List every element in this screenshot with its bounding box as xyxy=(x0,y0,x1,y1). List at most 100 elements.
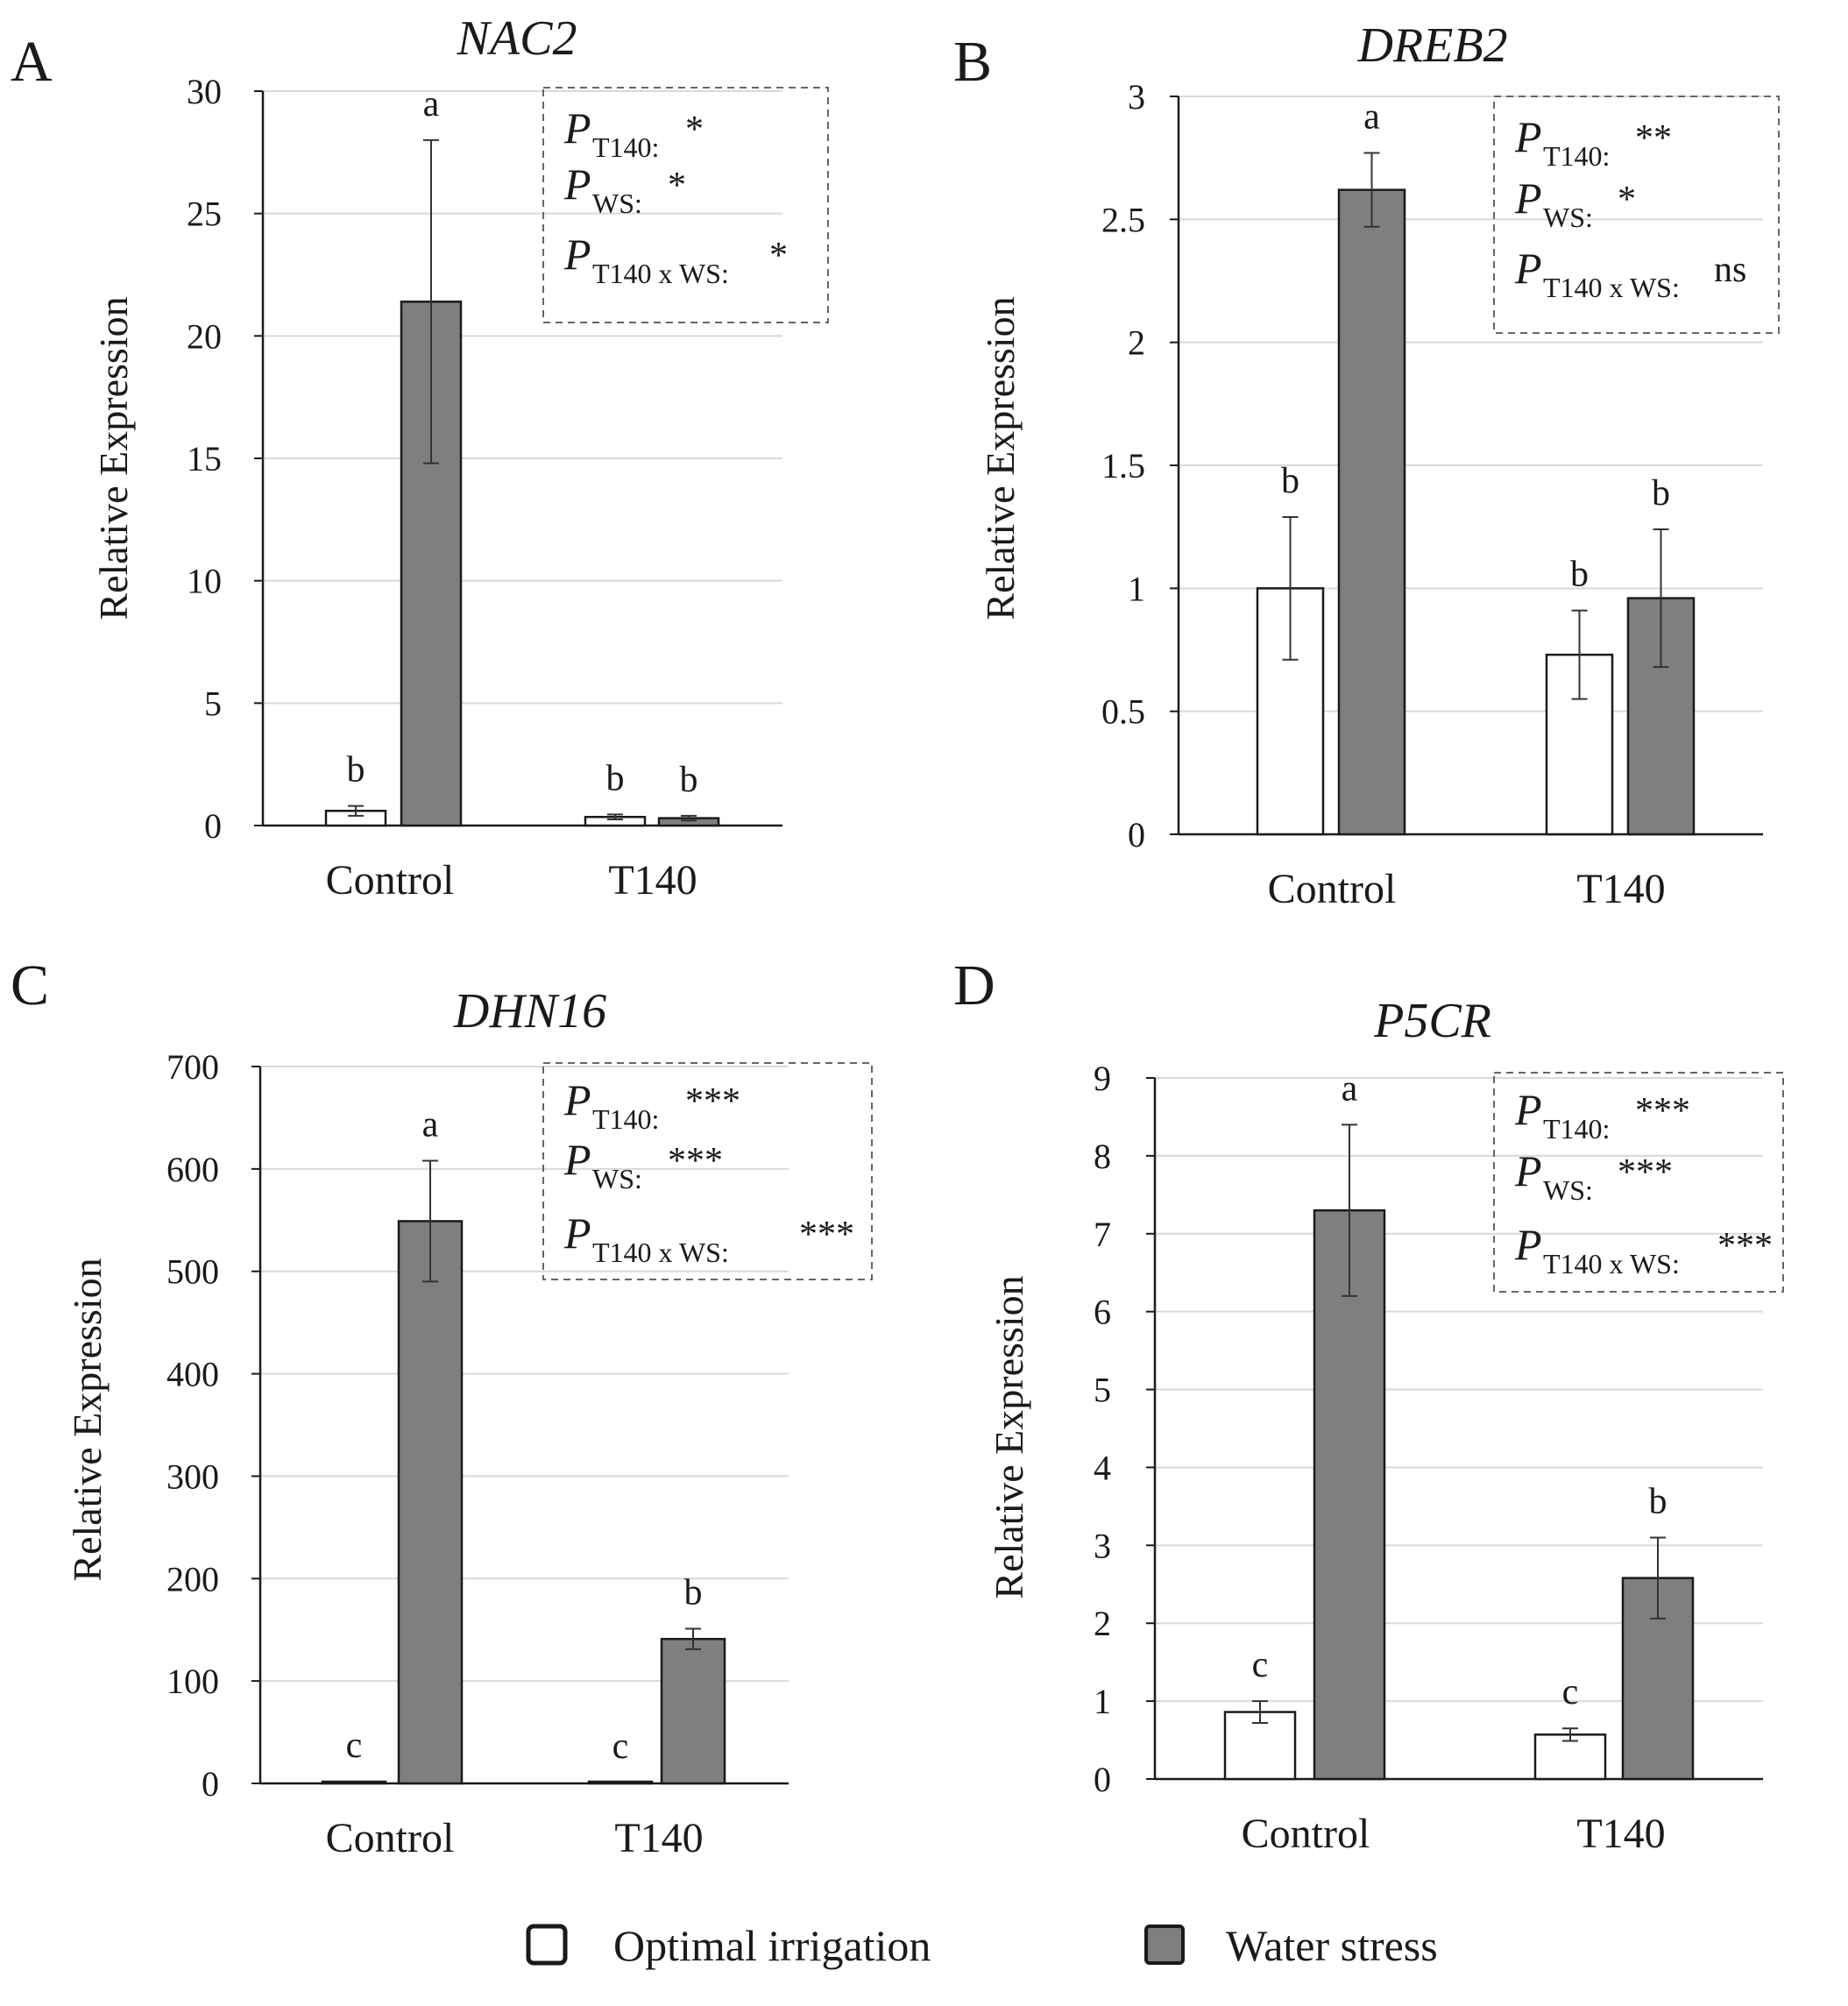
bar xyxy=(1621,1577,1695,1781)
y-axis-label: Relative Expression xyxy=(978,296,1023,620)
panel-d: D P5CR 0 1 2 3 4 5 6 7 8 9 Relative Expression Contro… xyxy=(953,953,1784,1857)
stats-significance: *** xyxy=(1635,1091,1690,1131)
stats-significance: * xyxy=(685,110,704,150)
bar xyxy=(321,1780,387,1785)
legend-swatch-water-stress xyxy=(1144,1924,1185,1965)
stats-p-symbol: P xyxy=(1514,174,1542,223)
stats-significance: ns xyxy=(1714,250,1746,290)
stats-p-symbol: P xyxy=(1514,1146,1542,1195)
panel-a: A NAC2 0 5 10 15 20 25 30 Relative Expression Cont… xyxy=(11,11,829,904)
bar xyxy=(587,1780,654,1785)
stats-box: P T140: **P WS: *P T140 x WS: ns xyxy=(1493,96,1780,334)
panel-letter: D xyxy=(953,953,995,1017)
bar xyxy=(397,1220,464,1785)
panel-letter: B xyxy=(953,30,992,94)
x-category-label: Control xyxy=(326,857,455,904)
stats-subscript: T140: xyxy=(1543,140,1610,172)
y-tick-label: 4 xyxy=(1094,1448,1111,1487)
panel-c: C DHN16 0 100 200 300 400 500 600 700 Relative Exp… xyxy=(11,953,873,1861)
stats-significance: ** xyxy=(1635,118,1672,159)
stats-subscript: WS: xyxy=(1543,202,1593,233)
stats-box-border xyxy=(1493,96,1780,334)
chart-title: NAC2 xyxy=(457,11,577,66)
stats-subscript: T140: xyxy=(592,131,659,163)
stats-subscript: WS: xyxy=(592,188,642,219)
y-axis-label: Relative Expression xyxy=(65,1258,110,1581)
significance-letter: a xyxy=(422,1105,439,1145)
y-tick-label: 30 xyxy=(187,72,222,111)
stats-box-border xyxy=(542,1062,873,1280)
y-tick-label: 400 xyxy=(166,1355,219,1394)
y-tick-label: 3 xyxy=(1128,77,1145,117)
bar xyxy=(660,1637,726,1785)
significance-letter: a xyxy=(423,84,440,124)
stats-subscript: T140 x WS: xyxy=(1543,272,1680,303)
y-tick-label: 0 xyxy=(1094,1760,1111,1799)
y-tick-label: 20 xyxy=(187,316,222,356)
stats-p-symbol: P xyxy=(1514,1220,1542,1269)
y-tick-label: 600 xyxy=(166,1150,219,1189)
stats-subscript: T140 x WS: xyxy=(592,1237,729,1268)
y-tick-label: 2 xyxy=(1128,323,1145,363)
stats-p-symbol: P xyxy=(563,1075,591,1124)
panel-letter: C xyxy=(11,953,49,1017)
stats-box: P T140: ***P WS: ***P T140 x WS: *** xyxy=(542,1062,873,1280)
y-tick-label: 0 xyxy=(204,806,222,846)
y-tick-label: 5 xyxy=(1094,1371,1111,1410)
y-tick-label: 0 xyxy=(1128,815,1145,854)
y-tick-label: 700 xyxy=(166,1047,219,1087)
y-tick-label: 7 xyxy=(1094,1215,1111,1254)
y-tick-label: 8 xyxy=(1094,1137,1111,1176)
stats-p-symbol: P xyxy=(1514,244,1542,293)
stats-subscript: T140 x WS: xyxy=(592,258,729,289)
panel-b: B DREB2 0 0.5 1 1.5 2 2.5 3 Relative Expression Co… xyxy=(953,18,1780,912)
y-tick-label: 1 xyxy=(1128,569,1145,608)
stats-subscript: WS: xyxy=(1543,1174,1593,1206)
y-tick-label: 6 xyxy=(1094,1293,1111,1332)
y-tick-label: 2.5 xyxy=(1101,200,1145,239)
chart-title: DHN16 xyxy=(453,984,606,1038)
significance-letter: b xyxy=(684,1573,703,1613)
stats-significance: *** xyxy=(668,1141,723,1181)
significance-letter: b xyxy=(606,758,625,798)
stats-p-symbol: P xyxy=(563,1209,591,1258)
stats-subscript: T140: xyxy=(1543,1113,1610,1145)
significance-letter: b xyxy=(1281,461,1299,501)
y-tick-label: 1 xyxy=(1094,1682,1111,1721)
significance-letter: b xyxy=(1652,473,1670,514)
stats-p-symbol: P xyxy=(1514,112,1542,161)
significance-letter: b xyxy=(1570,555,1589,595)
y-tick-label: 300 xyxy=(166,1457,219,1496)
y-tick-label: 9 xyxy=(1094,1059,1111,1098)
significance-letter: b xyxy=(1649,1481,1667,1521)
stats-box: P T140: ***P WS: ***P T140 x WS: *** xyxy=(1493,1072,1784,1293)
stats-significance: *** xyxy=(799,1215,854,1255)
stats-significance: * xyxy=(1618,180,1636,220)
bar xyxy=(1313,1209,1386,1781)
stats-box-border xyxy=(1493,1072,1784,1293)
legend-swatch-optimal xyxy=(526,1924,568,1966)
significance-letter: c xyxy=(1252,1645,1269,1685)
x-category-label: Control xyxy=(326,1815,455,1861)
significance-letter: a xyxy=(1363,97,1380,138)
y-tick-label: 2 xyxy=(1094,1604,1111,1643)
stats-subscript: T140 x WS: xyxy=(1543,1248,1680,1279)
y-tick-label: 500 xyxy=(166,1252,219,1292)
stats-significance: * xyxy=(769,236,788,276)
x-category-label: Control xyxy=(1268,866,1397,912)
y-tick-label: 0 xyxy=(202,1764,219,1804)
y-tick-label: 100 xyxy=(166,1662,219,1701)
x-category-label: T140 xyxy=(1576,866,1665,912)
y-tick-label: 1.5 xyxy=(1101,446,1145,486)
stats-significance: *** xyxy=(685,1081,740,1122)
x-category-label: T140 xyxy=(1576,1811,1665,1857)
y-tick-label: 0.5 xyxy=(1101,692,1145,732)
y-tick-label: 15 xyxy=(187,439,222,478)
significance-letter: c xyxy=(346,1726,363,1766)
significance-letter: b xyxy=(347,750,365,790)
panel-letter: A xyxy=(11,30,53,94)
legend: Optimal irrigation Water stress xyxy=(526,1921,1438,1970)
stats-box-border xyxy=(542,87,829,323)
